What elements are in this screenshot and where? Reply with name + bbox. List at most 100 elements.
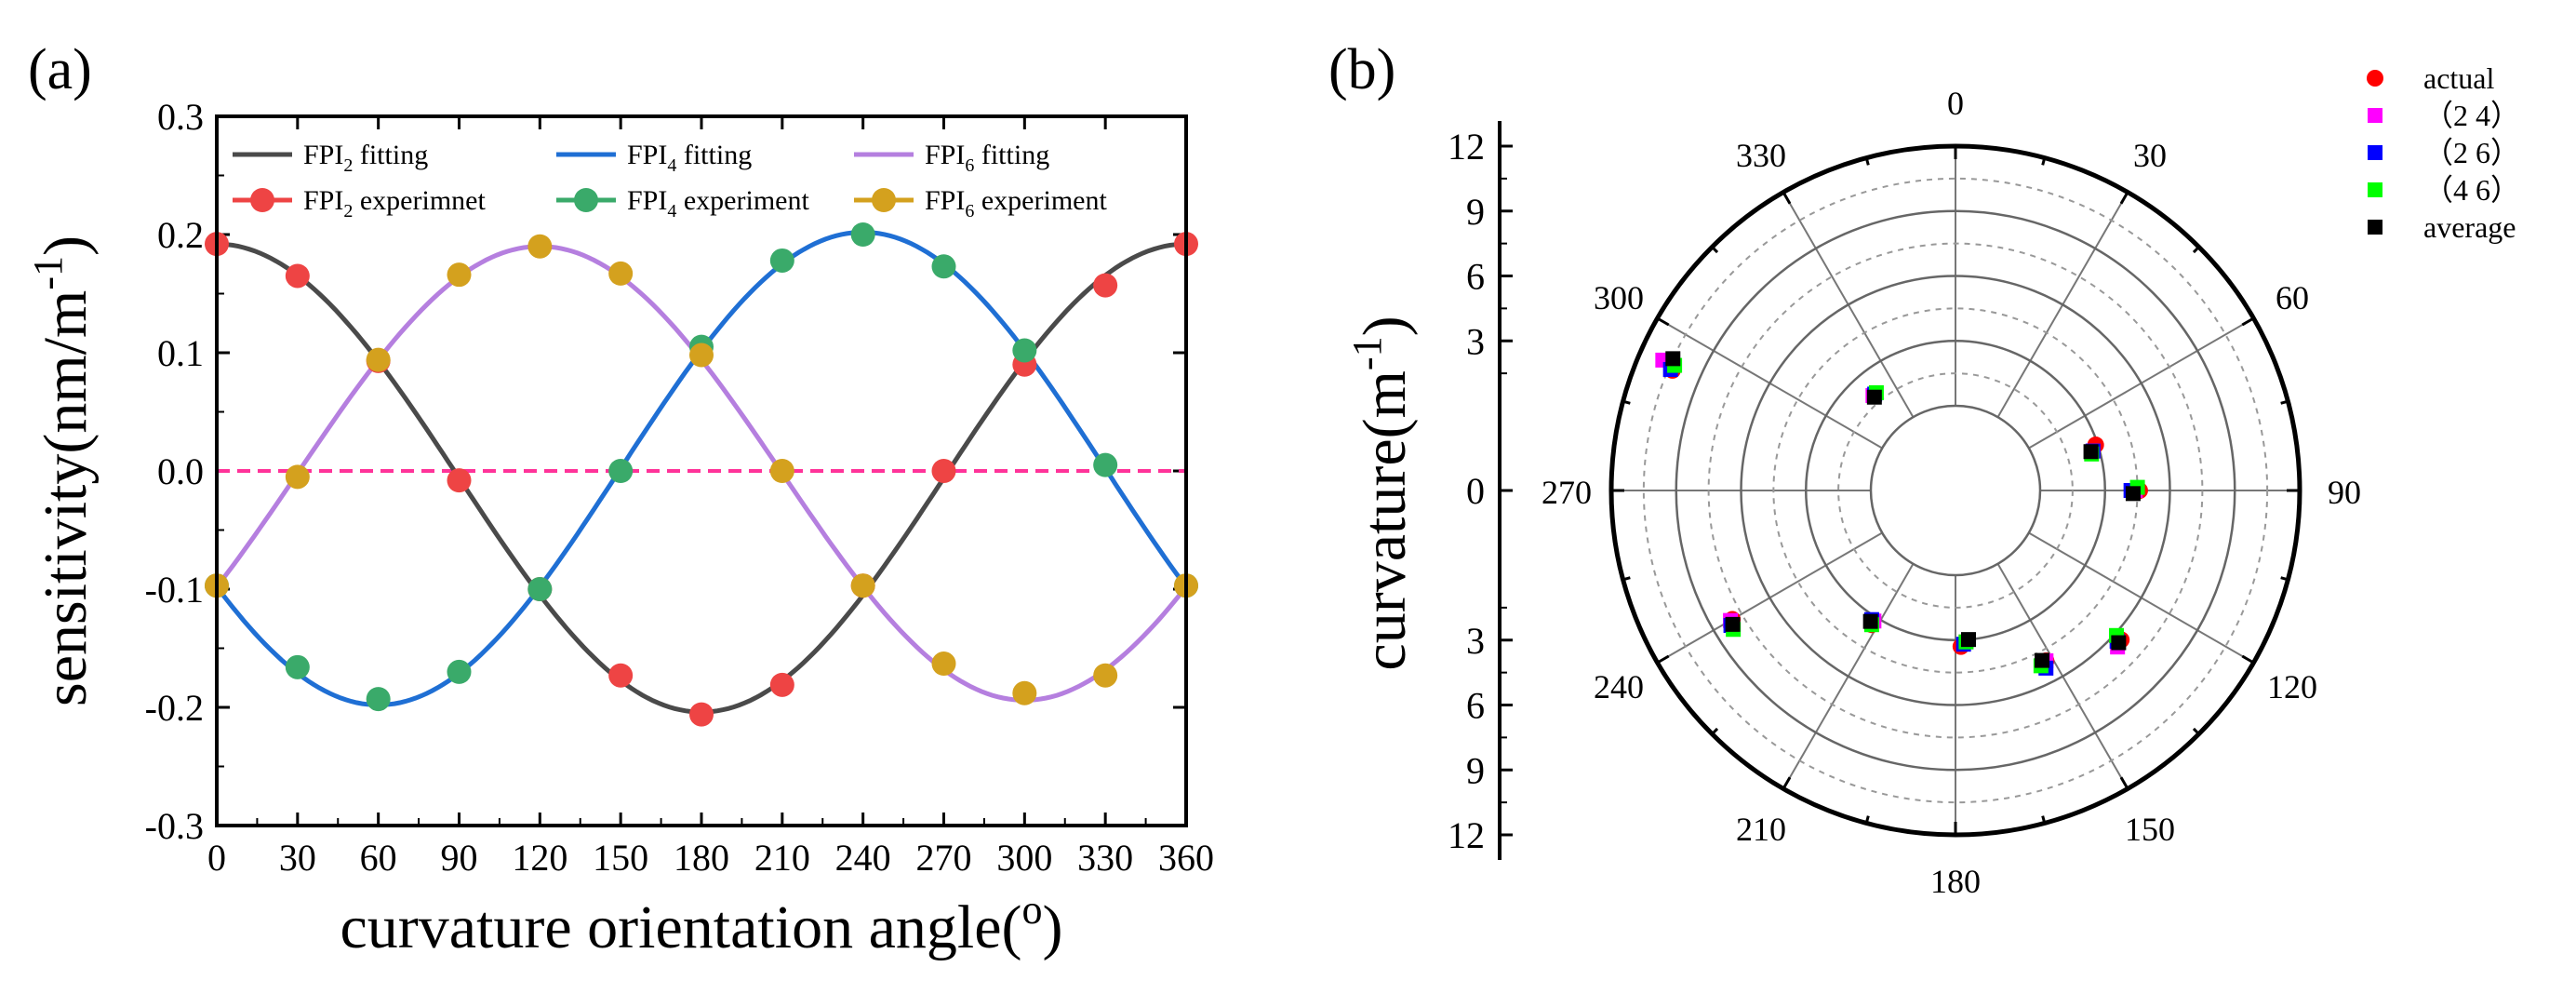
polar-outer-tick	[1864, 157, 1870, 166]
legend-label: FPI4 fitting	[627, 140, 752, 176]
data-point	[1093, 273, 1118, 298]
data-point	[447, 659, 472, 684]
data-point	[608, 261, 634, 286]
radial-axis-tick-label: 9	[1466, 191, 1485, 233]
x-tick-label: 60	[360, 837, 397, 879]
x-tick-label: 120	[512, 837, 567, 879]
data-point	[1012, 680, 1037, 705]
radial-axis-tick-label: 3	[1466, 320, 1485, 362]
panel-a-plot-frame	[215, 114, 1188, 827]
polar-point	[1961, 632, 1977, 648]
legend-swatch-marker	[250, 188, 274, 212]
polar-outer-tick	[2192, 246, 2200, 254]
data-point	[689, 702, 714, 727]
data-point	[931, 459, 956, 483]
polar-ring-minor	[1642, 177, 2269, 804]
polar-angle-label: 60	[2276, 279, 2309, 316]
legend-marker	[2368, 220, 2382, 235]
data-point	[608, 459, 634, 483]
radial-axis-tick-label: 12	[1448, 814, 1485, 856]
data-point	[931, 254, 956, 279]
polar-ring-minor	[1707, 242, 2204, 739]
polar-angle-label: 180	[1930, 863, 1981, 900]
x-tick-label: 90	[441, 837, 478, 879]
x-tick-label: 270	[916, 837, 972, 879]
legend-label: （4 6）	[2423, 173, 2520, 207]
data-point	[366, 687, 391, 712]
svg-text:sensitivity(nm/m-1): sensitivity(nm/m-1)	[25, 235, 100, 706]
polar-outer-tick	[2041, 815, 2047, 824]
legend-label: FPI2 fitting	[303, 140, 428, 176]
legend-marker	[2367, 70, 2383, 87]
polar-outer-tick	[2241, 654, 2255, 665]
legend-swatch-marker	[872, 188, 896, 212]
polar-outer-tick	[1656, 654, 1670, 665]
data-point	[769, 459, 794, 483]
polar-outer-tick	[2280, 576, 2289, 582]
legend-marker	[2368, 182, 2382, 197]
polar-outer-tick	[2041, 157, 2047, 166]
polar-angle-label: 300	[1594, 279, 1644, 316]
polar-point	[2035, 652, 2050, 668]
data-point	[1012, 338, 1037, 363]
data-point	[1093, 663, 1118, 688]
polar-outer-tick	[1711, 727, 1719, 735]
legend-marker	[2368, 145, 2382, 160]
radial-axis-tick-label: 0	[1466, 470, 1485, 512]
legend-label: FPI6 fitting	[925, 140, 1049, 176]
panel-b-markers	[1655, 351, 2148, 676]
polar-ring-minor	[1837, 372, 2074, 609]
polar-angle-label: 270	[1542, 474, 1592, 511]
fit-line	[215, 229, 1189, 708]
polar-outer-tick	[1622, 399, 1631, 405]
legend-label: FPI4 experiment	[627, 185, 809, 222]
x-tick-label: 240	[835, 837, 891, 879]
data-point	[689, 343, 714, 368]
data-point	[850, 222, 875, 247]
polar-outer-tick	[1711, 246, 1719, 254]
polar-outer-tick	[1782, 776, 1792, 790]
polar-angle-label: 0	[1947, 85, 1964, 122]
panel-a-legend: FPI2 fitting FPI4 fitting FPI6 fitting FPI2…	[233, 140, 1107, 222]
polar-ring	[1740, 275, 2171, 706]
panel-b-polar-grid: 0 30 60 90 120 150 180 210 240 270 300 330	[1542, 85, 2361, 900]
legend-label: FPI6 experiment	[925, 185, 1107, 222]
polar-outer-tick	[2280, 399, 2289, 405]
panel-a-tick-labels: 0 30 60 90 120 150 180 210 240 270 300 330 360 -0.3 -0…	[145, 96, 1214, 879]
y-tick-label: 0.3	[157, 96, 204, 138]
x-tick-label: 300	[996, 837, 1052, 879]
data-point	[769, 672, 794, 697]
panel-b-radial-axis: 12 9 6 3 0 3 6 9 12	[1448, 121, 1513, 860]
x-tick-label: 330	[1077, 837, 1133, 879]
y-tick-label: -0.1	[145, 569, 204, 611]
polar-outer-tick	[1782, 191, 1792, 205]
data-point	[608, 663, 634, 688]
legend-swatch-marker	[574, 188, 598, 212]
fit-line	[215, 244, 1188, 703]
polar-point	[1665, 351, 1681, 367]
y-tick-label: -0.3	[145, 805, 204, 847]
data-point	[850, 573, 875, 598]
data-point	[285, 654, 310, 679]
svg-text:curvature(m-1): curvature(m-1)	[1344, 316, 1419, 670]
polar-angle-label: 30	[2133, 137, 2167, 174]
polar-point	[2125, 486, 2141, 502]
legend-label: FPI2 experimnet	[303, 185, 486, 222]
data-point	[931, 651, 956, 677]
x-tick-label: 150	[593, 837, 648, 879]
legend-label: actual	[2423, 61, 2495, 95]
data-point	[527, 234, 553, 259]
y-tick-label: 0.2	[157, 214, 204, 256]
fit-line	[216, 241, 1187, 715]
data-point	[285, 464, 310, 490]
y-tick-label: 0.0	[157, 450, 204, 492]
radial-axis-tick-label: 9	[1466, 749, 1485, 791]
polar-outer-tick	[1864, 815, 1870, 824]
x-tick-label: 210	[754, 837, 810, 879]
polar-angle-label: 330	[1736, 137, 1786, 174]
radial-axis-tick-label: 6	[1466, 685, 1485, 727]
radial-axis-tick-label: 12	[1448, 126, 1485, 168]
panel-a-markers	[205, 222, 1198, 727]
polar-ring	[1805, 340, 2106, 641]
